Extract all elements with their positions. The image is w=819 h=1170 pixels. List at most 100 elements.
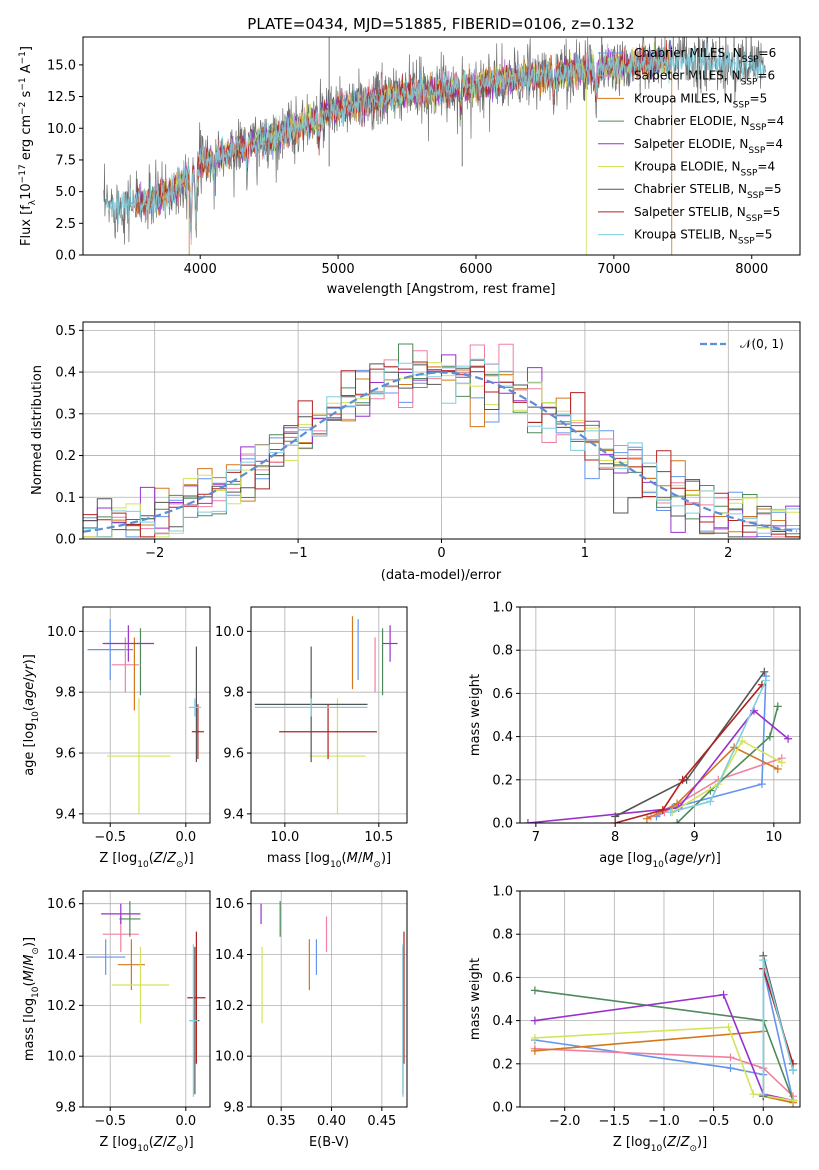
y-tick-label: 10.0 (47, 1050, 76, 1065)
flux-tick-label: 15.0 (47, 58, 76, 73)
wavelength-tick-label: 6000 (459, 262, 492, 277)
line-salpeter-elodie (534, 993, 794, 1102)
marker-kroupa-stelib (706, 797, 715, 806)
spectrum-line-kroupa-elodie (135, 41, 672, 231)
x-axis-label: Z [log10(Z/Z⊙)] (613, 1135, 707, 1154)
y-tick-label: 10.6 (47, 897, 76, 912)
axes-frame (82, 321, 801, 540)
plot-area (87, 619, 204, 814)
y-tick-label: 9.8 (55, 1101, 76, 1116)
axes-frame (250, 606, 408, 824)
massweight-tick-label: 0.6 (492, 687, 513, 702)
y-tick-label: 9.8 (55, 686, 76, 701)
marker-kroupa-elodie (738, 736, 747, 745)
marker-kroupa-stelib (759, 956, 768, 965)
y-tick-label: 10.0 (47, 625, 76, 640)
y-tick-label: 10.2 (215, 999, 244, 1014)
normed-tick-label: 0.5 (55, 324, 76, 339)
plot-area (254, 616, 398, 814)
wavelength-tick-label: 5000 (322, 262, 355, 277)
x-tick-label: −0.5 (698, 1114, 730, 1129)
normed-tick-label: 0.2 (55, 449, 76, 464)
x-tick-label: −2.0 (549, 1114, 581, 1129)
marker-kroupa-elodie (789, 1096, 798, 1105)
y-axis-label: mass [log10(M/M⊙)] (22, 937, 41, 1061)
x-axis-label: Z [log10(Z/Z⊙)] (99, 1135, 193, 1154)
massweight-tick-label: 0.4 (492, 1014, 513, 1029)
marker-kroupa-elodie (724, 1023, 733, 1032)
marker-chabrier-stelib (760, 667, 769, 676)
massweight-tick-label: 0.4 (492, 730, 513, 745)
spectrum-title: PLATE=0434, MJD=51885, FIBERID=0106, z=0… (247, 15, 634, 33)
line-salpeter-stelib (614, 684, 763, 823)
x-tick-label: 0.0 (175, 1114, 196, 1129)
x-tick-label: 0.40 (317, 1114, 346, 1129)
x-tick-label: 9 (690, 830, 698, 845)
marker-salpeter-miles (726, 1053, 735, 1062)
y-tick-label: 9.6 (55, 747, 76, 762)
marker-kroupa-stelib (789, 1066, 798, 1075)
marker-kroupa-elodie (749, 1090, 758, 1099)
line-chabrier-elodie (676, 706, 779, 823)
mass-weight-vs-age-plot: 7 8 9 10 0.0 0.2 0.4 0.6 0.8 1.0 age [log10(age/yr… (468, 601, 801, 870)
flux-tick-label: 5.0 (55, 185, 76, 200)
line-kroupa-elodie (671, 739, 783, 813)
y-tick-label: 10.4 (215, 948, 244, 963)
legend-label-salpeter-elodie: Salpeter ELODIE, NSSP=4 (634, 137, 783, 156)
x-tick-label: −1.5 (599, 1114, 631, 1129)
massweight-tick-label: 0.0 (492, 1101, 513, 1116)
marker-kroupa-miles (673, 799, 682, 808)
residual-tick-label: −2 (145, 546, 164, 561)
massweight-tick-label: 0.6 (492, 971, 513, 986)
histogram-salpeter-stelib (83, 361, 800, 538)
x-axis-label: Z [log10(Z/Z⊙)] (99, 851, 193, 870)
age-vs-metallicity-plot: −0.5 0.0 9.4 9.6 9.8 10.0 Z [log10(Z/Z⊙)] age [… (22, 606, 211, 870)
massweight-tick-label: 1.0 (492, 885, 513, 900)
y-tick-label: 9.4 (55, 807, 76, 822)
spectrum-line-kroupa-stelib (106, 41, 766, 234)
normed-tick-label: 0.0 (55, 533, 76, 548)
marker-salpeter-stelib (678, 775, 687, 784)
legend: Chabrier MILES, NSSP=6 Salpeter MILES, NS… (598, 46, 784, 247)
marker-chabrier-elodie (673, 819, 682, 823)
legend-label-salpeter-stelib: Salpeter STELIB, NSSP=5 (634, 205, 780, 224)
y-tick-label: 10.6 (215, 897, 244, 912)
y-axis-label: Normed distribution (30, 365, 45, 495)
flux-tick-label: 12.5 (47, 90, 76, 105)
plot-area (103, 37, 766, 255)
marker-chabrier-elodie (773, 702, 782, 711)
marker-salpeter-stelib (658, 806, 667, 815)
residual-histogram-plot: −2 −1 0 1 2 0.0 0.1 0.2 0.3 0.4 0.5 𝒩(0, 1) (data-mo… (30, 321, 801, 583)
x-tick-label: 7 (532, 830, 540, 845)
y-tick-label: 9.4 (223, 807, 244, 822)
y-tick-label: 10.0 (215, 625, 244, 640)
y-tick-label: 9.6 (223, 747, 244, 762)
line-kroupa-elodie (534, 1026, 794, 1102)
y-tick-label: 9.8 (223, 686, 244, 701)
legend-label-chabrier-stelib: Chabrier STELIB, NSSP=5 (634, 182, 782, 201)
plot-area (83, 343, 800, 538)
axes-frame (250, 890, 408, 1108)
histogram-kroupa-stelib (83, 358, 800, 538)
line-kroupa-stelib (762, 959, 794, 1094)
line-kroupa-miles (646, 746, 779, 820)
marker-kroupa-miles (530, 1046, 539, 1055)
mass-vs-ebv-plot: 0.35 0.40 0.45 9.8 10.0 10.2 10.4 10.6 E(B-V) (215, 890, 408, 1150)
line-salpeter-miles (650, 757, 783, 818)
massweight-tick-label: 0.2 (492, 773, 513, 788)
flux-tick-label: 10.0 (47, 122, 76, 137)
legend-label-kroupa-miles: Kroupa MILES, NSSP=5 (634, 91, 767, 110)
marker-chabrier-elodie (765, 732, 774, 741)
residual-tick-label: 1 (581, 546, 589, 561)
y-axis-label: mass weight (468, 958, 483, 1040)
massweight-tick-label: 0.2 (492, 1057, 513, 1072)
line-salpeter-elodie (527, 709, 789, 823)
wavelength-tick-label: 4000 (184, 262, 217, 277)
spectrum-plot: 4000 5000 6000 7000 8000 0.0 2.5 5.0 7.5 10.0 12.5… (18, 36, 801, 297)
x-axis-label: (data-model)/error (381, 568, 502, 583)
legend-label-normal: 𝒩(0, 1) (740, 337, 784, 351)
x-tick-label: 8 (611, 830, 619, 845)
flux-tick-label: 0.0 (55, 249, 76, 264)
plot-area (260, 901, 405, 1097)
y-tick-label: 9.8 (223, 1101, 244, 1116)
